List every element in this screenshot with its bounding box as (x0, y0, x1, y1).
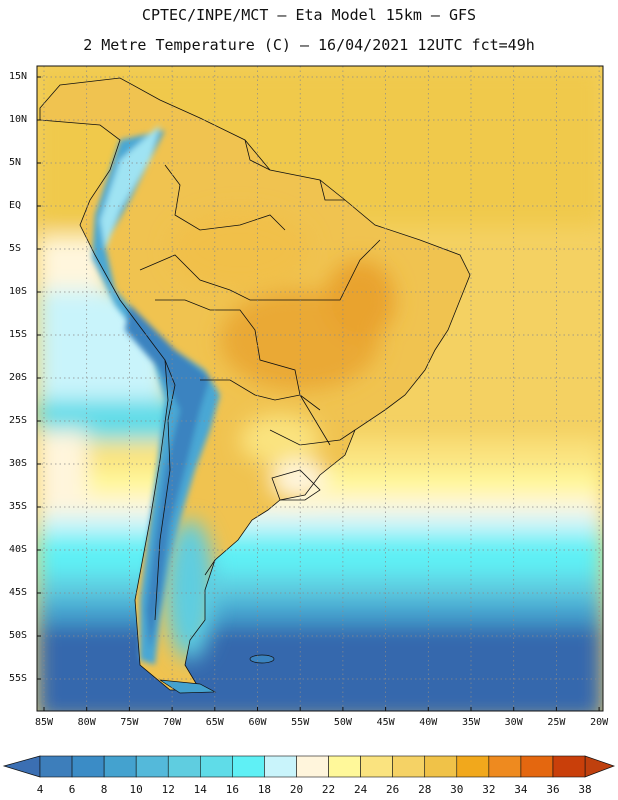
colorbar-swatch (103, 755, 137, 778)
colorbar-label: 22 (321, 783, 336, 796)
lat-label: 25S (9, 415, 28, 426)
lat-label: 15S (9, 329, 28, 340)
lon-label: 65W (205, 717, 224, 728)
lat-label: 45S (9, 587, 28, 598)
colorbar-over-arrow (584, 755, 616, 778)
map-title: CPTEC/INPE/MCT – Eta Model 15km – GFS (141, 6, 477, 24)
lon-label: 25W (547, 717, 566, 728)
map-frame (36, 65, 604, 712)
colorbar-label: 20 (289, 783, 304, 796)
lat-label: 50S (9, 630, 28, 641)
colorbar-label: 34 (514, 783, 528, 796)
colorbar-label: 38 (578, 783, 592, 796)
lon-label: 80W (77, 717, 96, 728)
colorbar-label: 12 (161, 783, 175, 796)
lat-label: 40S (9, 544, 28, 555)
colorbar-swatch (167, 755, 201, 778)
colorbar-label: 26 (386, 783, 400, 796)
lat-label: 30S (9, 458, 28, 469)
colorbar-label: 28 (418, 783, 432, 796)
colorbar-swatch (135, 755, 169, 778)
colorbar-swatch (296, 755, 329, 778)
colorbar-swatch (488, 755, 522, 778)
andes-coldest (125, 305, 210, 650)
field-atl-16 (37, 535, 603, 580)
colorbar-swatch (552, 755, 586, 778)
lat-label: EQ (9, 200, 22, 211)
lon-label: 35W (461, 717, 481, 728)
colorbar-swatch (200, 755, 233, 778)
lon-label: 55W (291, 717, 310, 728)
colorbar-swatch (392, 755, 426, 778)
lon-label: 20W (590, 717, 609, 728)
colorbar-swatch (360, 755, 393, 778)
colorbar-label: 30 (450, 783, 464, 796)
colorbar-label: 36 (546, 783, 560, 796)
lat-label: 55S (9, 673, 28, 684)
colorbar-label: 6 (68, 783, 76, 796)
lon-label: 30W (504, 717, 523, 728)
lat-label: 5N (9, 157, 22, 168)
axis-ticks (37, 76, 600, 711)
colorbar-swatch (520, 755, 554, 778)
colorbar-label: 10 (129, 783, 143, 796)
lon-label: 50W (333, 717, 352, 728)
colorbar-swatch (232, 755, 265, 778)
colorbar (2, 755, 616, 778)
field-south-cold (37, 625, 603, 711)
field-pacific-pale (37, 430, 87, 510)
colorbar-swatch (71, 755, 105, 778)
colorbar-label: 4 (36, 783, 44, 796)
colorbar-swatch (424, 755, 458, 778)
lat-label: 5S (9, 243, 22, 254)
colorbar-swatch (456, 755, 490, 778)
colorbar-label: 8 (100, 783, 108, 796)
lon-label: 60W (248, 717, 267, 728)
colorbar-label: 14 (193, 783, 207, 796)
lat-label: 10S (9, 286, 28, 297)
country-borders (39, 77, 471, 691)
lon-label: 75W (120, 717, 139, 728)
colorbar-label: 16 (225, 783, 239, 796)
colorbar-swatch (328, 755, 361, 778)
falkland-islands (249, 654, 275, 664)
lat-label: 20S (9, 372, 28, 383)
colorbar-under-arrow (2, 755, 41, 778)
colorbar-label: 24 (353, 783, 368, 796)
lat-label: 10N (9, 114, 28, 125)
map-subtitle: 2 Metre Temperature (C) – 16/04/2021 12U… (83, 36, 535, 54)
colorbar-label: 32 (482, 783, 496, 796)
lat-label: 35S (9, 501, 28, 512)
lon-label: 45W (376, 717, 395, 728)
lon-label: 40W (419, 717, 438, 728)
colorbar-label: 18 (257, 783, 272, 796)
south-america-landmass (39, 77, 471, 694)
lon-label: 70W (163, 717, 182, 728)
colorbar-swatch (39, 755, 73, 778)
lon-label: 85W (34, 717, 54, 728)
lat-label: 15N (9, 71, 28, 82)
map-field (37, 66, 603, 711)
colorbar-swatch (264, 755, 297, 778)
